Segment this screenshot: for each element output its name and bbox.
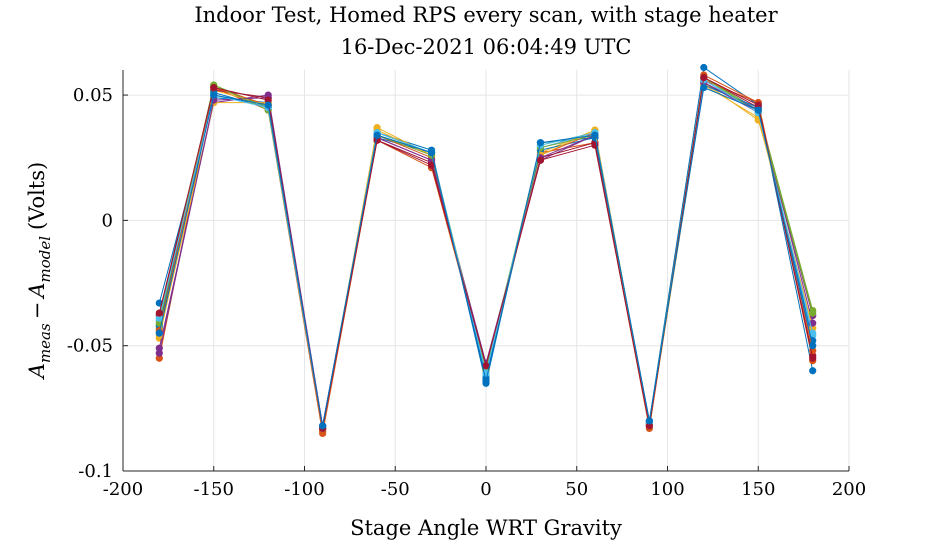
- y-tick-label: 0.05: [73, 85, 113, 106]
- series-14: [155, 73, 817, 432]
- chart-title: Indoor Test, Homed RPS every scan, with …: [194, 3, 778, 27]
- y-tick-label: 0: [102, 210, 113, 231]
- data-point: [155, 349, 163, 357]
- y-label-sub-meas: meas: [36, 323, 54, 363]
- x-tick-label: -100: [284, 479, 324, 500]
- data-point: [645, 422, 653, 430]
- data-point: [536, 139, 545, 147]
- y-label-minus: −: [25, 302, 49, 320]
- y-label-symbol-2: A: [25, 283, 49, 300]
- data-point: [264, 101, 272, 109]
- data-point: [427, 149, 436, 157]
- y-axis-label: Ameas − Amodel (Volts): [25, 162, 54, 380]
- data-point: [264, 96, 272, 104]
- x-axis-label: Stage Angle WRT Gravity: [350, 516, 622, 540]
- y-label-symbol: A: [25, 363, 49, 380]
- x-tick-label: -150: [194, 479, 234, 500]
- data-point: [155, 329, 163, 337]
- data-point: [482, 362, 490, 370]
- data-point: [536, 156, 545, 164]
- data-point: [155, 309, 163, 317]
- data-point: [700, 73, 708, 82]
- data-point: [645, 417, 653, 425]
- data-point: [155, 314, 163, 322]
- data-point: [210, 91, 218, 99]
- chart-subtitle: 16-Dec-2021 06:04:49 UTC: [341, 35, 632, 59]
- x-tick-label: -200: [103, 479, 143, 500]
- data-point: [210, 83, 218, 92]
- data-point: [591, 131, 599, 139]
- data-point: [809, 342, 817, 350]
- x-tick-label: -50: [381, 479, 410, 500]
- data-point: [482, 377, 490, 385]
- data-point: [754, 106, 762, 114]
- data-point: [373, 131, 381, 139]
- y-tick-label: -0.1: [78, 461, 113, 482]
- y-tick-label: -0.05: [67, 336, 113, 357]
- data-point: [155, 354, 163, 362]
- series-lines: [155, 63, 817, 438]
- data-point: [427, 161, 436, 169]
- data-point: [809, 329, 817, 337]
- x-tick-label: 150: [741, 479, 775, 500]
- data-point: [809, 354, 817, 362]
- x-tick-label: 0: [480, 479, 491, 500]
- y-label-unit: (Volts): [25, 162, 49, 230]
- data-point: [809, 309, 817, 317]
- series-15: [155, 83, 817, 430]
- data-point: [809, 367, 817, 375]
- grid: [122, 70, 850, 472]
- data-point: [319, 422, 327, 430]
- y-label-sub-model: model: [36, 236, 54, 283]
- data-point: [754, 101, 762, 109]
- data-point: [700, 83, 708, 92]
- x-tick-label: 200: [832, 479, 866, 500]
- data-point: [700, 63, 708, 72]
- tick-labels: -200 -150 -100 -50 0 50 100 150 200 -0.1 -0.05 0 0.0…: [67, 85, 866, 500]
- x-tick-label: 100: [650, 479, 684, 500]
- axes: [122, 70, 850, 472]
- x-tick-label: 50: [565, 479, 588, 500]
- data-point: [373, 136, 381, 144]
